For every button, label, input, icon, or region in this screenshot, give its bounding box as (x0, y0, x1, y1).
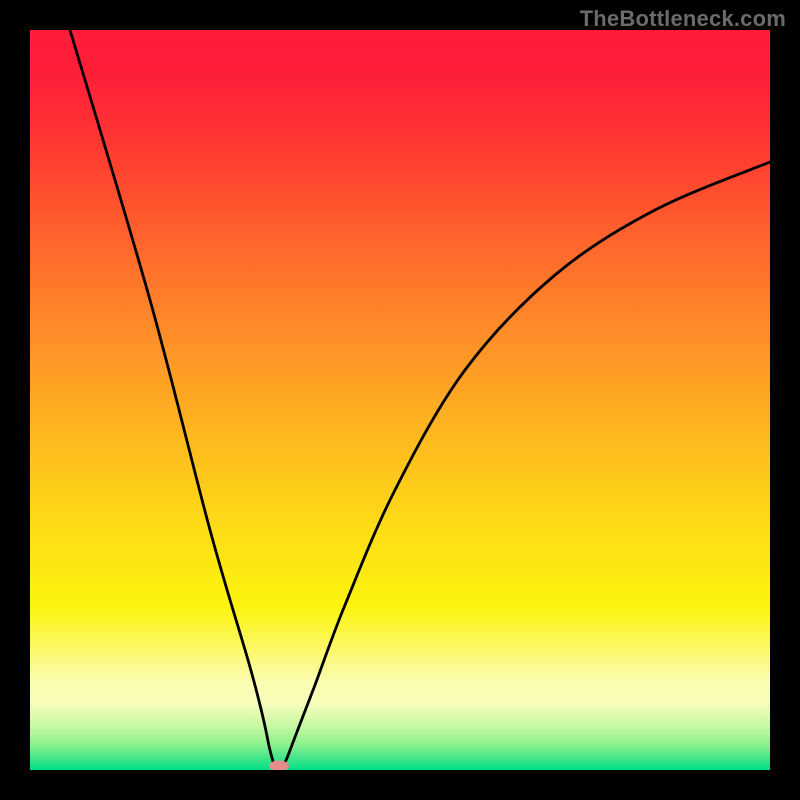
watermark-label: TheBottleneck.com (580, 6, 786, 32)
bottleneck-chart (0, 0, 800, 800)
chart-background-gradient (30, 30, 770, 770)
optimum-marker (269, 761, 289, 772)
